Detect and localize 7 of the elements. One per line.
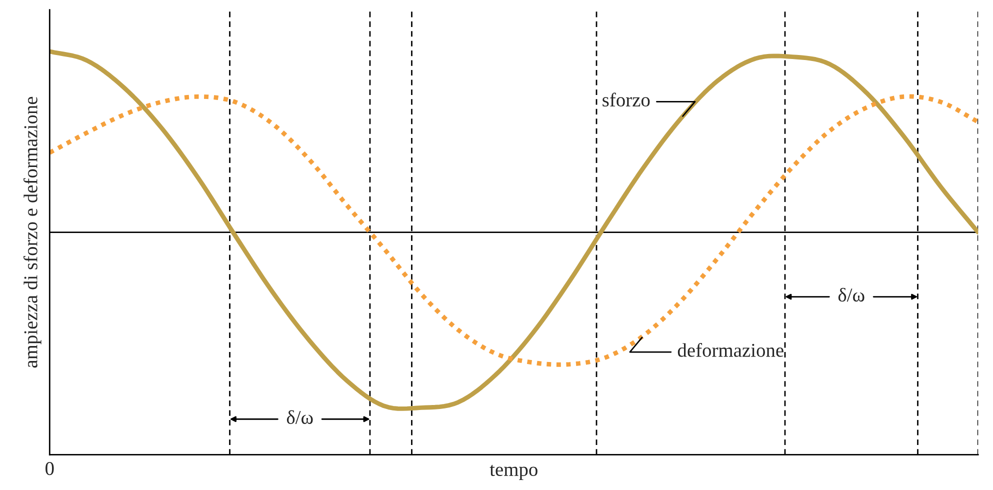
series-label: sforzo	[602, 92, 650, 107]
y-axis-title: ampiezza di sforzo e deformazione	[23, 96, 42, 368]
series-label: deformazione	[678, 343, 784, 357]
annotation: δ/ω	[838, 288, 864, 302]
text: 0	[46, 462, 54, 476]
text: δ/ω	[286, 410, 313, 424]
x-axis-title: tempo	[490, 464, 538, 480]
